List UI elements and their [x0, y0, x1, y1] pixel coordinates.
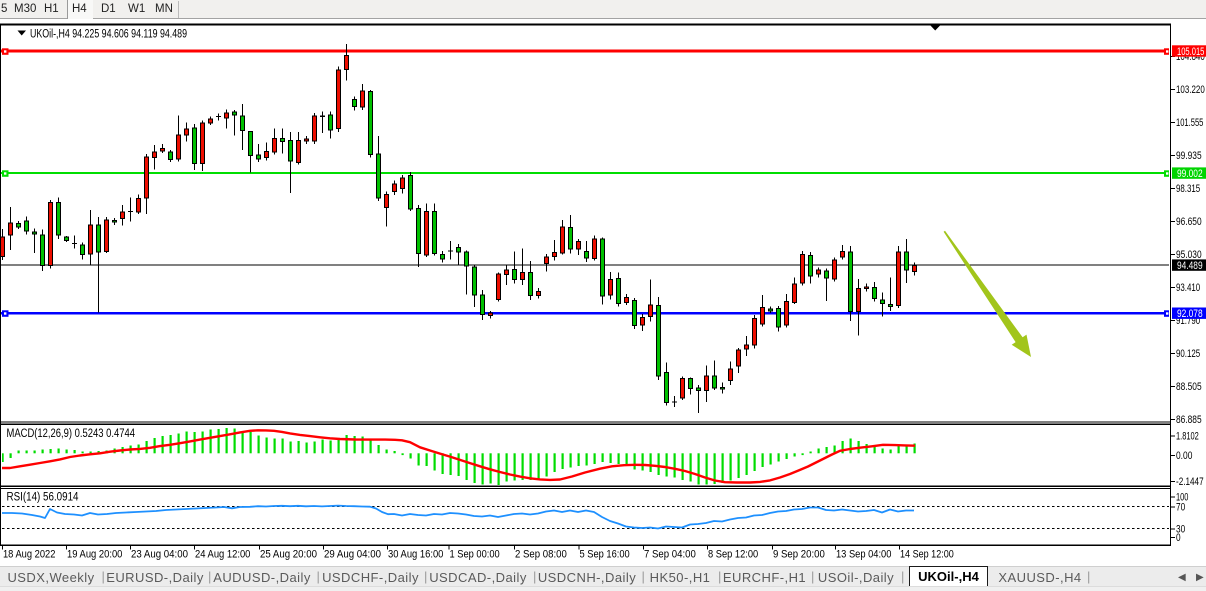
svg-text:24 Aug 12:00: 24 Aug 12:00 — [195, 549, 250, 561]
svg-text:8 Sep 12:00: 8 Sep 12:00 — [708, 549, 758, 561]
svg-text:19 Aug 20:00: 19 Aug 20:00 — [67, 549, 122, 561]
svg-text:7 Sep 04:00: 7 Sep 04:00 — [644, 549, 696, 561]
svg-text:0: 0 — [1176, 532, 1181, 544]
svg-text:99.935: 99.935 — [1176, 150, 1202, 162]
svg-text:30 Aug 16:00: 30 Aug 16:00 — [388, 549, 443, 561]
svg-text:29 Aug 04:00: 29 Aug 04:00 — [324, 549, 381, 561]
svg-text:5 Sep 16:00: 5 Sep 16:00 — [580, 549, 630, 561]
svg-text:1 Sep 00:00: 1 Sep 00:00 — [450, 549, 500, 561]
svg-text:0.00: 0.00 — [1176, 450, 1192, 462]
svg-text:95.030: 95.030 — [1176, 249, 1202, 261]
svg-text:14 Sep 12:00: 14 Sep 12:00 — [900, 549, 954, 561]
svg-text:RSI(14) 56.0914: RSI(14) 56.0914 — [7, 492, 80, 504]
svg-text:9 Sep 20:00: 9 Sep 20:00 — [773, 549, 825, 561]
svg-text:98.315: 98.315 — [1176, 183, 1200, 195]
svg-text:70: 70 — [1176, 502, 1185, 514]
svg-text:96.650: 96.650 — [1176, 216, 1202, 228]
svg-text:103.220: 103.220 — [1176, 84, 1205, 96]
svg-text:99.002: 99.002 — [1177, 168, 1203, 180]
svg-text:88.505: 88.505 — [1176, 381, 1202, 393]
svg-text:105.015: 105.015 — [1177, 46, 1204, 58]
svg-text:100: 100 — [1176, 492, 1188, 504]
svg-text:23 Aug 04:00: 23 Aug 04:00 — [131, 549, 188, 561]
svg-text:93.410: 93.410 — [1176, 282, 1200, 294]
svg-text:86.885: 86.885 — [1176, 414, 1202, 426]
svg-text:25 Aug 20:00: 25 Aug 20:00 — [260, 549, 317, 561]
svg-text:90.125: 90.125 — [1176, 348, 1200, 360]
svg-text:94.489: 94.489 — [1177, 260, 1203, 272]
svg-text:2 Sep 08:00: 2 Sep 08:00 — [515, 549, 567, 561]
svg-text:18 Aug 2022: 18 Aug 2022 — [3, 549, 55, 561]
svg-text:-2.1447: -2.1447 — [1176, 476, 1204, 488]
svg-text:13 Sep 04:00: 13 Sep 04:00 — [836, 549, 891, 561]
svg-text:1.8102: 1.8102 — [1176, 431, 1199, 443]
svg-text:30: 30 — [1176, 523, 1185, 535]
svg-text:UKOil-,H4 94.225 94.606 94.11: UKOil-,H4 94.225 94.606 94.119 94.489 — [30, 29, 187, 41]
svg-text:101.555: 101.555 — [1176, 117, 1203, 129]
svg-text:MACD(12,26,9) 0.5243 0.4744: MACD(12,26,9) 0.5243 0.4744 — [7, 428, 136, 440]
svg-text:92.078: 92.078 — [1177, 308, 1203, 320]
